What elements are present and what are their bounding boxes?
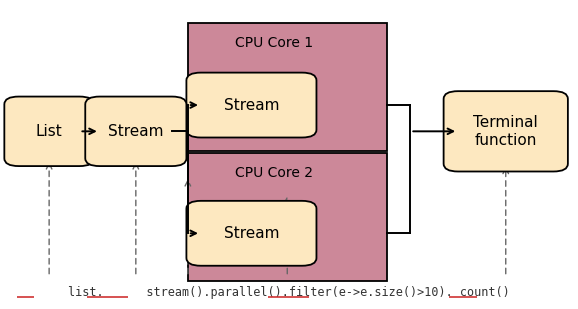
Text: list.      stream().parallel().filter(e->e.size()>10). count(): list. stream().parallel().filter(e->e.si… bbox=[68, 286, 510, 298]
FancyBboxPatch shape bbox=[86, 97, 186, 166]
Text: Terminal
function: Terminal function bbox=[473, 115, 538, 148]
Text: List: List bbox=[36, 124, 62, 139]
FancyBboxPatch shape bbox=[5, 97, 94, 166]
Text: Stream: Stream bbox=[108, 124, 164, 139]
Text: Stream: Stream bbox=[224, 226, 279, 241]
Text: Stream: Stream bbox=[224, 98, 279, 112]
Text: CPU Core 2: CPU Core 2 bbox=[235, 166, 313, 180]
Bar bbox=[188, 153, 387, 281]
FancyBboxPatch shape bbox=[186, 73, 317, 138]
FancyBboxPatch shape bbox=[444, 91, 568, 171]
FancyBboxPatch shape bbox=[186, 201, 317, 266]
Bar bbox=[188, 23, 387, 151]
Text: CPU Core 1: CPU Core 1 bbox=[235, 36, 313, 50]
